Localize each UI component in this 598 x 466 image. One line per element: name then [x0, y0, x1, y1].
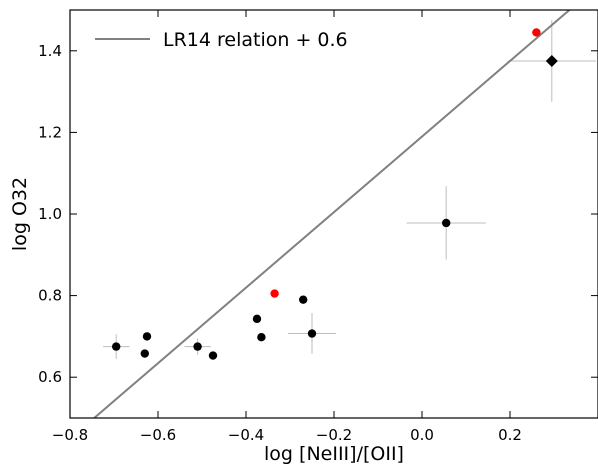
x-tick-label: −0.2: [316, 426, 352, 444]
data-point: [112, 342, 121, 351]
relation-line-layer: [93, 10, 571, 418]
x-tick-label: −0.4: [228, 426, 264, 444]
plot-frame: [69, 9, 598, 419]
error-bars: [103, 20, 596, 359]
data-point-diamond: [545, 55, 558, 67]
y-tick-label: 1.0: [38, 205, 62, 223]
x-tick-label: −0.6: [140, 426, 176, 444]
data-point: [532, 28, 541, 37]
data-points: [112, 28, 558, 360]
data-point: [257, 333, 266, 342]
lr14-relation-line: [93, 10, 571, 418]
legend: LR14 relation + 0.6: [95, 29, 348, 51]
y-tick-label: 0.8: [38, 287, 62, 305]
data-point: [193, 342, 202, 351]
x-axis-label: log [NeIII]/[OII]: [264, 443, 404, 465]
x-tick-label: −0.8: [52, 426, 88, 444]
data-point: [299, 295, 308, 304]
data-point: [140, 349, 149, 358]
y-tick-label: 1.4: [38, 42, 62, 60]
axis-ticks: −0.8 −0.6 −0.4 −0.2 0.0 0.2 0.6 0.8 1.0 1.2 1.4: [38, 10, 598, 444]
x-tick-label: 0.0: [410, 426, 434, 444]
data-point: [208, 351, 218, 360]
y-tick-label: 0.6: [38, 368, 62, 386]
data-point: [442, 218, 451, 228]
data-point: [142, 332, 152, 341]
y-axis-label: log O32: [9, 177, 31, 251]
data-point: [307, 329, 317, 338]
legend-label: LR14 relation + 0.6: [163, 29, 348, 51]
x-tick-label: 0.2: [498, 426, 522, 444]
data-point: [252, 314, 262, 324]
data-point: [270, 289, 279, 298]
y-tick-label: 1.2: [38, 123, 62, 141]
